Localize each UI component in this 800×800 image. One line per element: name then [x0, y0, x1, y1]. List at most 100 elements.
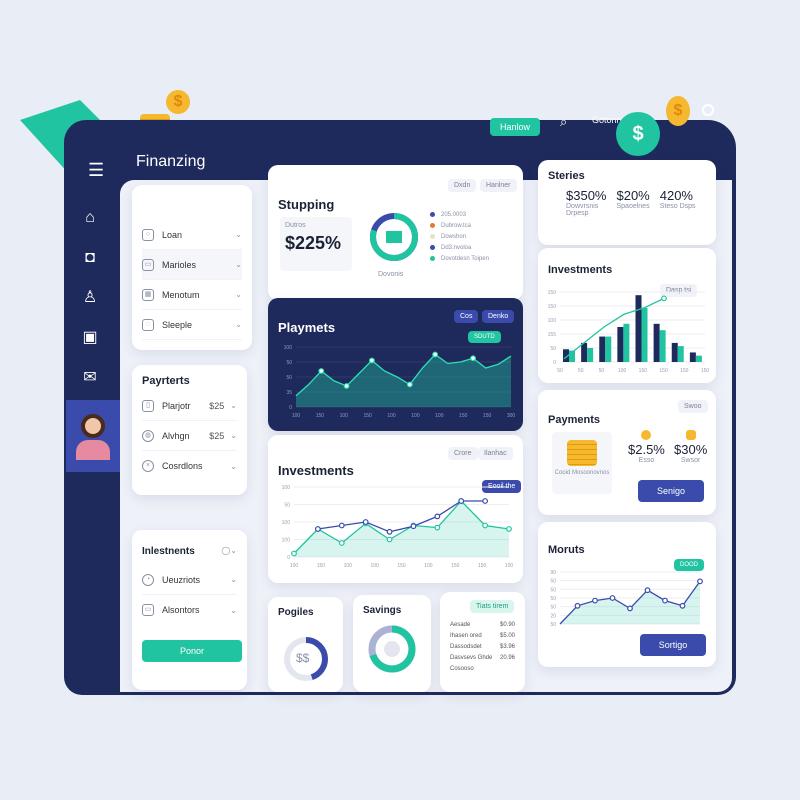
bar: [623, 323, 630, 362]
y-tick-label: 20: [550, 613, 556, 619]
sortigo-button[interactable]: Sortigo: [640, 634, 706, 656]
legend-label: Dd3.nvoloa: [441, 244, 472, 251]
item-label: Alvhgn: [162, 430, 190, 441]
x-tick-label: 300: [507, 413, 516, 419]
playmets-chart: 0 35 50 50 100 100 150 100 150 100 100 100 150 150 300: [284, 345, 516, 419]
donut-label: Dovonis: [378, 271, 404, 278]
menu-item-marioles[interactable]: ▭ Marioles ⌄: [142, 250, 242, 280]
stat-label: Esso: [638, 457, 655, 464]
filter-pill[interactable]: Swoo: [678, 400, 708, 413]
filter-pill[interactable]: Cos: [454, 310, 479, 323]
filter-pill[interactable]: Dxdn: [448, 179, 477, 192]
y-tick-label: 0: [553, 360, 556, 366]
filter-pill[interactable]: Hanlner: [480, 179, 517, 192]
home-icon[interactable]: ⌂: [85, 209, 95, 226]
search-icon[interactable]: ⌕: [560, 114, 568, 129]
stat-value: $2.5%: [628, 442, 665, 457]
card-title: Stupping: [278, 197, 335, 212]
row-label: Ihasen ored: [450, 633, 482, 639]
camera-icon[interactable]: ◘: [85, 249, 95, 266]
avatar[interactable]: [66, 400, 120, 472]
x-tick-label: 50: [557, 368, 563, 374]
card-icon: ▭: [142, 604, 154, 616]
data-point: [574, 602, 581, 609]
investment-item[interactable]: ◔ Ueuzriots ⌄: [142, 565, 237, 595]
row-value: 20.96: [499, 655, 515, 661]
payments-panel: Payrterts ▯ Plarjotr $25 ⌄ ◍ Alvhgn $25 ⌄ × Cos…: [132, 365, 247, 495]
data-point: [609, 595, 616, 601]
item-label: Loan: [162, 229, 183, 240]
row-label: Dasvsevs Ghde: [450, 655, 493, 661]
data-point: [386, 536, 393, 543]
legend-dot: [430, 245, 435, 250]
y-tick-label: 90: [550, 570, 556, 576]
list-row: Ihasen ored $5.00: [450, 633, 515, 644]
chevron-down-icon[interactable]: ◯⌄: [221, 546, 237, 555]
legend-item: Dovotdesn Toipen: [430, 253, 489, 264]
stat-value: $350%: [566, 188, 607, 203]
data-point: [314, 526, 321, 532]
bank-icon: [386, 231, 402, 243]
x-tick-label: 150: [659, 368, 668, 374]
card-title: Playmets: [278, 320, 336, 335]
stat-label: Dutros: [285, 222, 306, 229]
data-point: [291, 550, 297, 557]
stat-value: $225%: [285, 233, 342, 253]
mail-icon[interactable]: ✉: [83, 369, 97, 386]
menu-icon[interactable]: ☰: [88, 160, 105, 180]
data-point: [362, 519, 369, 525]
y-tick-label: 100: [282, 538, 291, 544]
data-point: [482, 522, 489, 529]
x-tick-label: 100: [292, 413, 301, 419]
y-tick-label: 100: [282, 485, 291, 491]
wallet-icon[interactable]: ▣: [82, 329, 98, 346]
coin-box: Cooid Mosoonovnos: [552, 432, 612, 494]
x-tick-label: 150: [317, 563, 326, 569]
x-tick-label: 150: [397, 563, 406, 569]
x-tick-label: 150: [459, 413, 468, 419]
payment-item[interactable]: ▯ Plarjotr $25 ⌄: [142, 391, 237, 421]
ponor-button[interactable]: Ponor: [142, 640, 242, 662]
chevron-down-icon: ⌄: [230, 605, 237, 615]
stupping-card: Stupping Dxdn Hanlner Dutros $225% Dovon…: [268, 165, 523, 300]
x-tick-label: 100: [387, 413, 396, 419]
filter-pill[interactable]: Denko: [482, 310, 515, 323]
data-point: [662, 597, 668, 604]
item-amount: $25: [209, 430, 225, 441]
filter-pill[interactable]: Ilanhac: [478, 447, 513, 460]
bulb-icon: ○: [142, 228, 154, 241]
chart-badge: SDUTD: [468, 331, 501, 343]
menu-item-sleeple[interactable]: ◌ Sleeple ⌄: [142, 310, 242, 340]
item-label: Ueuzriots: [162, 574, 201, 585]
savings-donut: [368, 625, 416, 673]
x-tick-label: 100: [618, 368, 627, 374]
y-tick-label: 50: [550, 587, 556, 593]
menu-item-loan[interactable]: ○ Loan ⌄: [142, 220, 242, 250]
bar: [677, 346, 684, 362]
investment-item[interactable]: ▭ Alsontors ⌄: [142, 595, 237, 625]
notification-icon[interactable]: [702, 104, 714, 116]
bar: [563, 349, 569, 362]
row-value: $5.00: [499, 633, 515, 639]
y-tick-label: 50: [550, 622, 556, 628]
stat: $350% Dowvrsnis Drpesp: [566, 188, 606, 217]
card-title: Payments: [548, 414, 600, 426]
user-icon[interactable]: ♙: [82, 289, 98, 306]
series-0-line: [293, 500, 510, 554]
header-button[interactable]: Hanlow: [490, 118, 540, 136]
header-link[interactable]: Gotonn: [592, 115, 622, 125]
filter-pill[interactable]: Crore: [448, 447, 478, 460]
savings-card: Savings: [353, 595, 431, 692]
senigo-button[interactable]: Senigo: [638, 480, 704, 502]
payment-item[interactable]: ◍ Alvhgn $25 ⌄: [142, 421, 237, 451]
data-point: [470, 355, 476, 362]
chevron-down-icon: ⌄: [230, 461, 237, 471]
payment-item[interactable]: × Cosrdlons ⌄: [142, 451, 237, 481]
chart-badge: DOOD: [674, 559, 704, 571]
stat: $30% Swsor: [674, 430, 707, 464]
image-icon: ▦: [142, 288, 154, 301]
menu-item-menotum[interactable]: ▦ Menotum ⌄: [142, 280, 242, 310]
data-point: [644, 587, 651, 594]
card-title: Moruts: [548, 544, 585, 556]
